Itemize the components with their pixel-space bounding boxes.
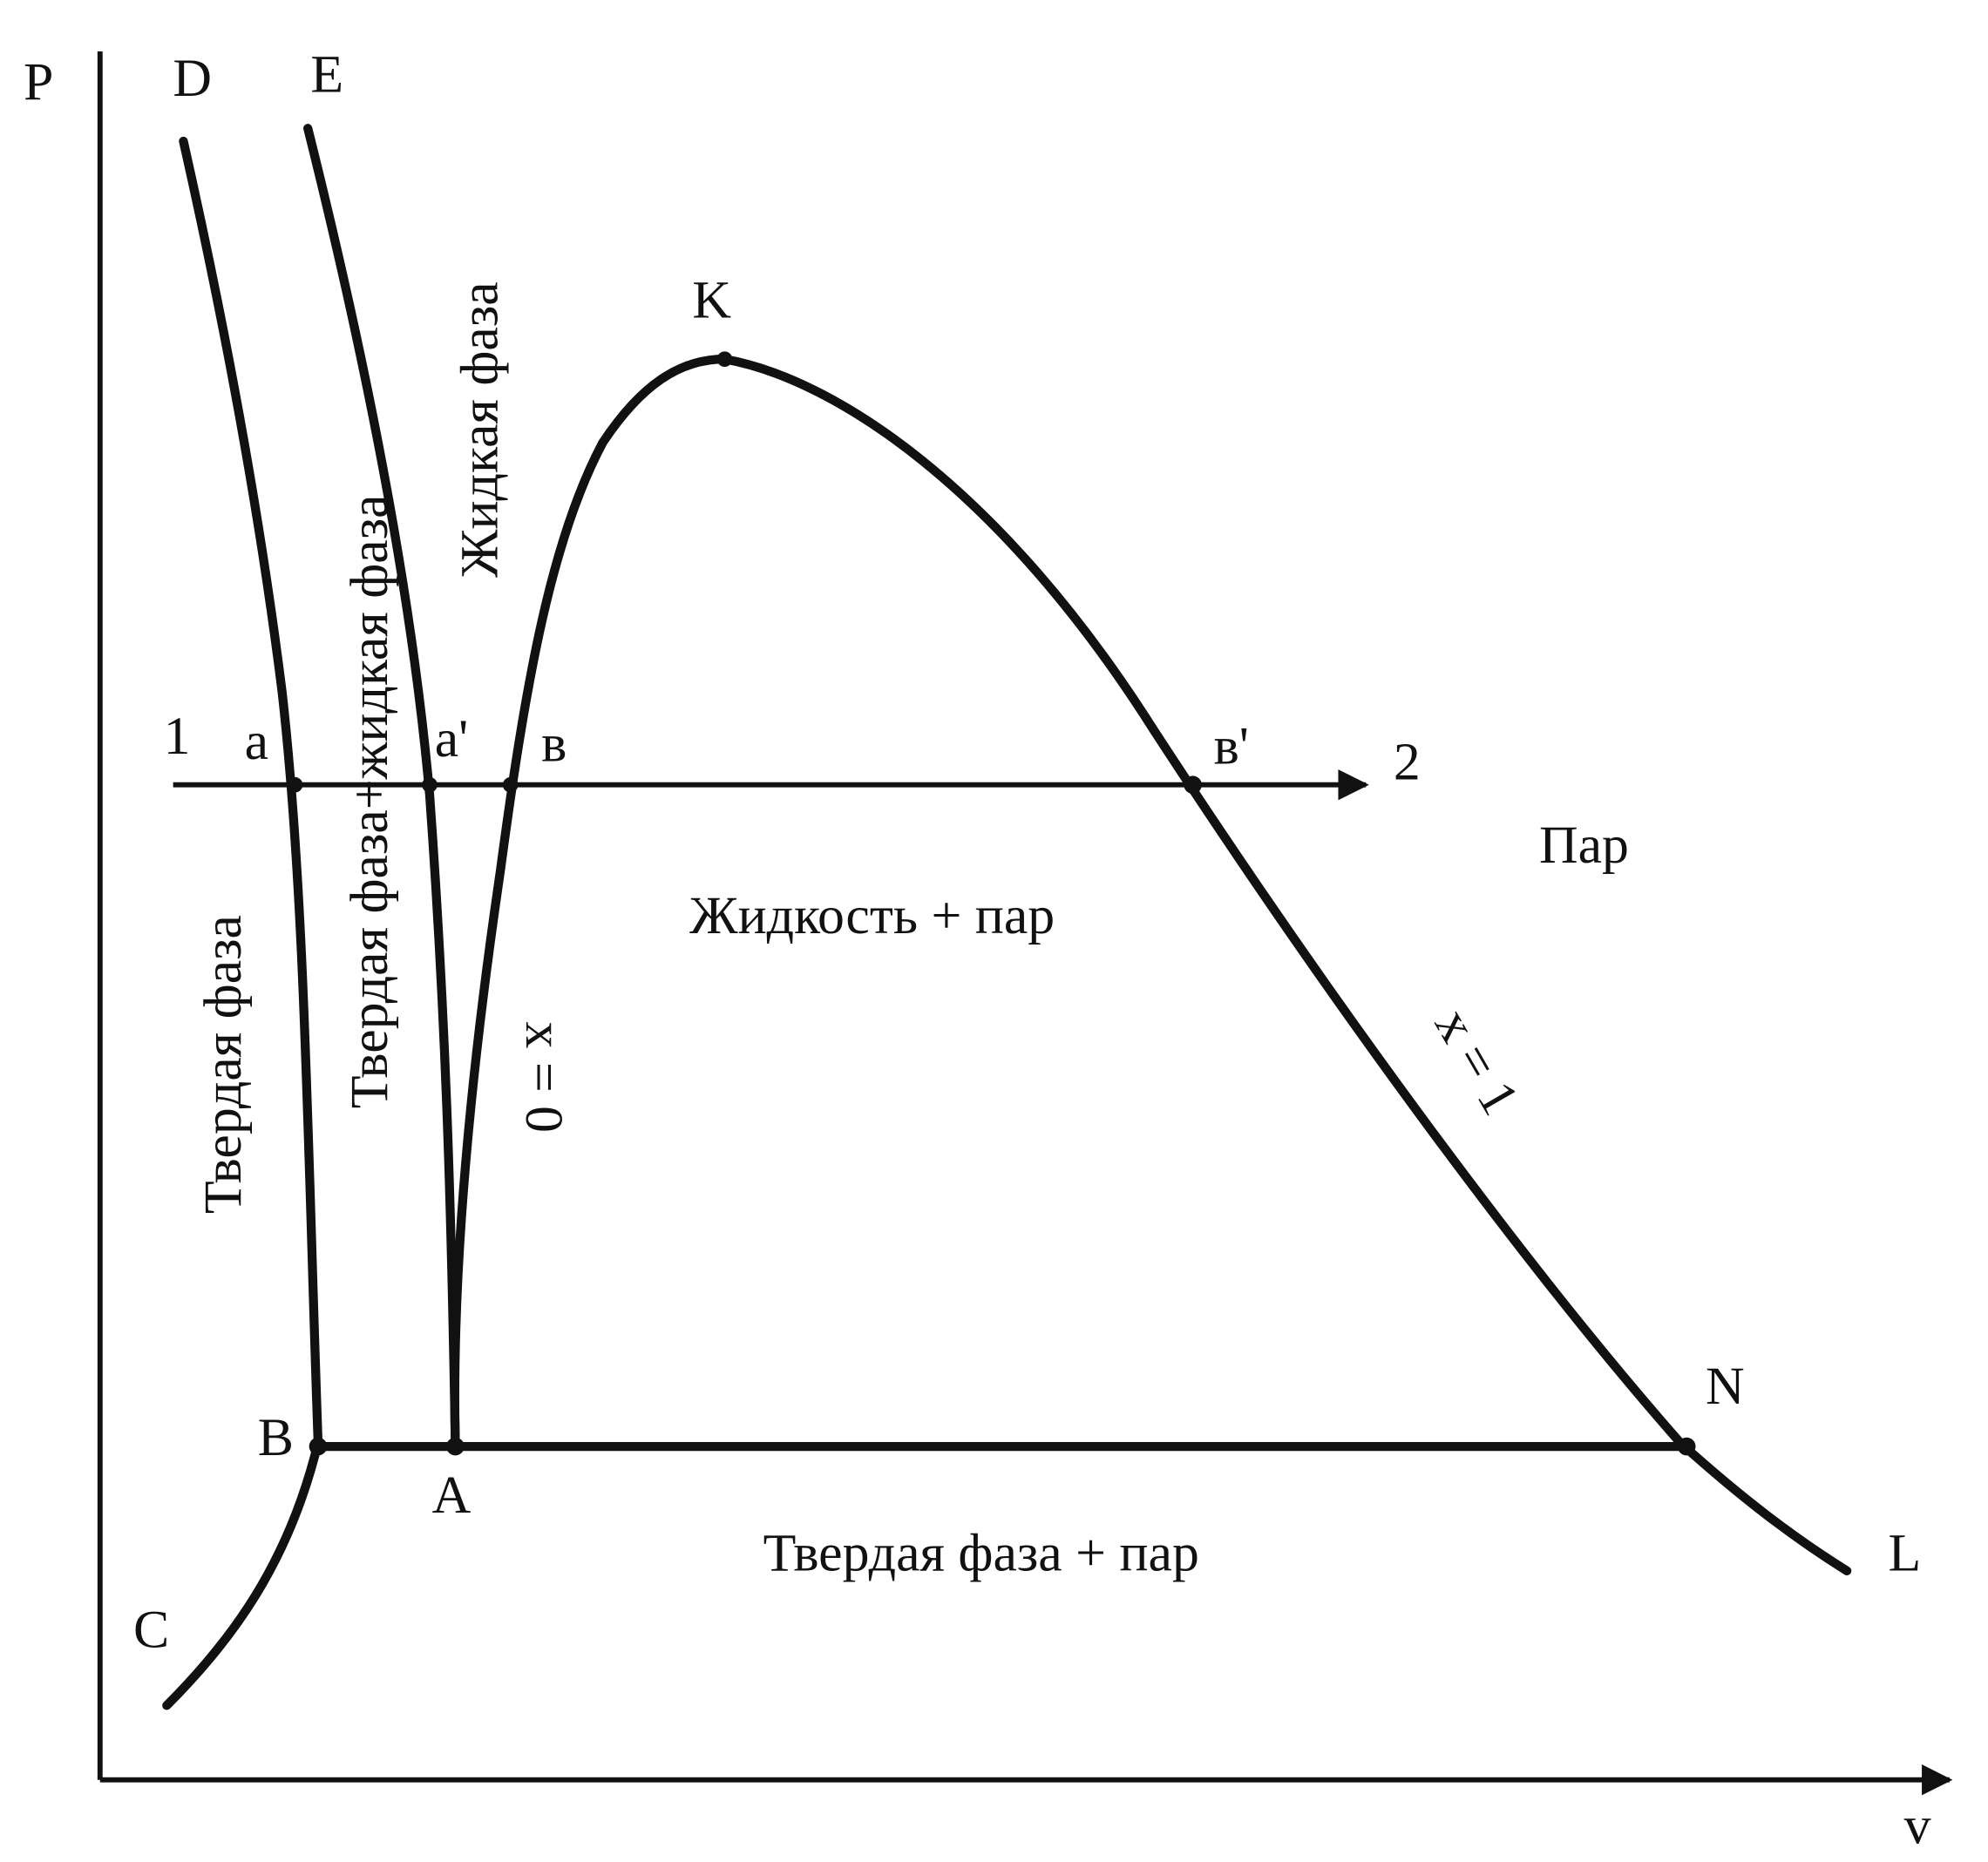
point-label: D bbox=[173, 49, 212, 108]
point-label: 1 bbox=[164, 707, 191, 766]
point-label: N bbox=[1706, 1357, 1745, 1416]
saturated-vapor-line bbox=[720, 355, 1852, 1575]
region-label: Пар bbox=[1539, 816, 1629, 875]
line-label: x = 1 bbox=[1423, 999, 1530, 1124]
axis-label: P bbox=[24, 52, 53, 112]
point-label: E bbox=[310, 45, 343, 105]
saturated-liquid-line bbox=[450, 355, 729, 1447]
point bbox=[502, 776, 519, 793]
point bbox=[287, 776, 303, 793]
points bbox=[287, 351, 1696, 1456]
region-label: Жидкость + пар bbox=[689, 886, 1055, 945]
axis-label: v bbox=[1904, 1797, 1931, 1856]
point-label: A bbox=[432, 1466, 472, 1525]
point bbox=[1677, 1437, 1696, 1456]
sublimation-line bbox=[162, 1438, 323, 1710]
point-label: B bbox=[258, 1408, 294, 1467]
point bbox=[422, 776, 438, 793]
region-label: Жидкая фаза bbox=[450, 281, 509, 578]
line-label: x = 0 bbox=[514, 1021, 573, 1133]
region-label: Твердая фаза+жидкая фаза bbox=[340, 494, 399, 1108]
point-label: C bbox=[133, 1601, 169, 1660]
melting-line-d bbox=[179, 136, 323, 1447]
point bbox=[446, 1437, 465, 1456]
point-label: a' bbox=[435, 709, 469, 768]
point-label: 2 bbox=[1394, 732, 1421, 791]
point-label: L bbox=[1888, 1523, 1921, 1582]
point bbox=[716, 351, 733, 367]
region-label: Твердая фаза bbox=[193, 915, 253, 1214]
point-label: K bbox=[692, 271, 731, 330]
point bbox=[309, 1437, 328, 1456]
region-label: Твердая фаза + пар bbox=[763, 1523, 1199, 1582]
melting-line-e bbox=[303, 124, 460, 1447]
point-label: a bbox=[245, 712, 268, 771]
point bbox=[1184, 775, 1202, 795]
point-label: в bbox=[541, 714, 567, 774]
point-label: в' bbox=[1214, 717, 1249, 776]
